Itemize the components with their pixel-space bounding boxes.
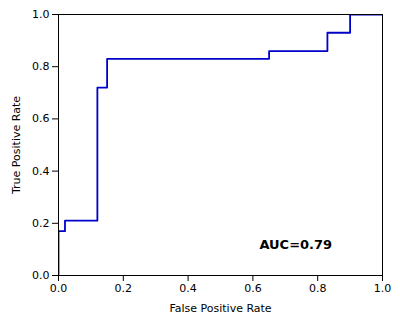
svg-text:AUC=0.79: AUC=0.79 [259, 237, 332, 252]
svg-text:0.2: 0.2 [115, 282, 133, 295]
svg-text:1.0: 1.0 [374, 282, 392, 295]
svg-text:1.0: 1.0 [32, 8, 50, 21]
svg-text:0.0: 0.0 [50, 282, 68, 295]
svg-text:0.4: 0.4 [179, 282, 197, 295]
svg-text:0.6: 0.6 [32, 112, 50, 125]
svg-text:0.0: 0.0 [32, 269, 50, 282]
svg-text:0.6: 0.6 [244, 282, 262, 295]
svg-text:0.8: 0.8 [309, 282, 327, 295]
svg-text:0.2: 0.2 [32, 217, 50, 230]
svg-text:0.4: 0.4 [32, 165, 50, 178]
svg-text:False Positive Rate: False Positive Rate [169, 302, 271, 315]
svg-text:0.8: 0.8 [32, 60, 50, 73]
svg-text:True Positive Rate: True Positive Rate [10, 96, 23, 195]
